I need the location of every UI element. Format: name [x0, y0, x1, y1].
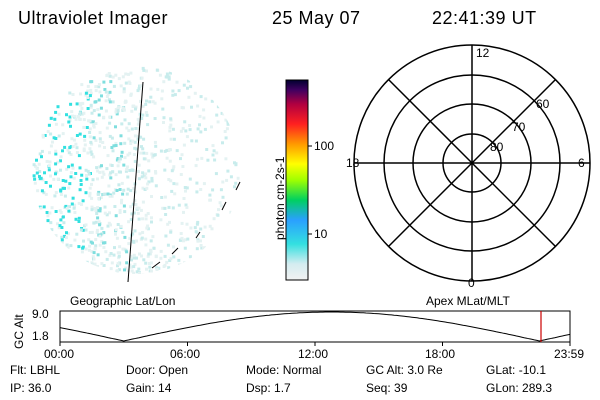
lat-label-80: 80: [490, 140, 504, 154]
colorbar-tick-10: 10: [314, 227, 328, 241]
dsp-field: Dsp: 1.7: [246, 381, 291, 395]
seq-field: Seq: 39: [366, 381, 408, 395]
limb-dashed-line: [151, 181, 241, 269]
colorbar-unit-label: photon cm-2s-1: [273, 156, 287, 240]
x-tick-0600: 06:00: [170, 347, 201, 361]
altitude-plot: [59, 310, 571, 346]
geographic-panel-label: Geographic Lat/Lon: [70, 294, 176, 308]
altitude-ytick-max: 9.0: [32, 307, 49, 321]
lat-label-70: 70: [512, 120, 526, 134]
time-label: 22:41:39 UT: [432, 8, 537, 28]
altitude-ylabel: GC Alt: [12, 314, 26, 349]
mode-field: Mode: Normal: [246, 363, 322, 377]
terminator-line: [127, 81, 144, 283]
instrument-title: Ultraviolet Imager: [18, 8, 169, 28]
date-label: 25 May 07: [272, 8, 361, 28]
mlt-label-18: 18: [346, 156, 360, 170]
filter-field: Flt: LBHL: [10, 363, 61, 377]
ip-field: IP: 36.0: [10, 381, 52, 395]
door-field: Door: Open: [126, 363, 189, 377]
polar-plot: [353, 44, 591, 282]
uv-disk-image: [32, 66, 241, 283]
lat-label-60: 60: [536, 97, 550, 111]
altitude-ytick-min: 1.8: [32, 329, 49, 343]
glon-field: GLon: 289.3: [486, 381, 553, 395]
colorbar-tick-100: 100: [314, 139, 335, 153]
colorbar: [285, 79, 312, 281]
apex-panel-label: Apex MLat/MLT: [426, 294, 510, 308]
gc-alt-field: GC Alt: 3.0 Re: [366, 363, 443, 377]
x-tick-2359: 23:59: [554, 347, 585, 361]
mlt-label-6: 6: [578, 156, 585, 170]
mlt-label-12: 12: [476, 46, 490, 60]
gain-field: Gain: 14: [126, 381, 172, 395]
mlt-label-0: 0: [468, 276, 475, 290]
x-tick-0000: 00:00: [44, 347, 75, 361]
x-tick-1200: 12:00: [298, 347, 329, 361]
glat-field: GLat: -10.1: [486, 363, 547, 377]
x-tick-1800: 18:00: [425, 347, 456, 361]
